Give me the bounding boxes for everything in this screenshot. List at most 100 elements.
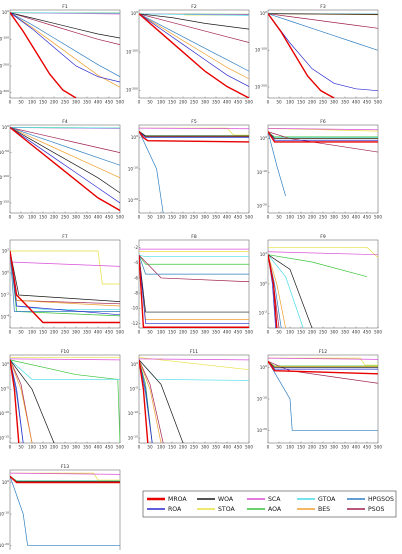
x-tick-label: 100 <box>286 330 294 335</box>
x-tick-label: 200 <box>179 100 187 105</box>
x-tick-label: 450 <box>234 100 242 105</box>
x-tick-label: 500 <box>116 215 124 220</box>
x-tick-label: 100 <box>286 100 294 105</box>
y-tick-label: 10-20 <box>257 427 267 433</box>
chart-title: F6 <box>320 119 326 125</box>
y-tick-label: 10-20 <box>0 542 9 548</box>
y-tick-label: 100 <box>131 134 138 140</box>
legend-label-hpgsos: HPGSOS <box>368 496 394 503</box>
y-tick-label: 10-20 <box>128 197 138 203</box>
legend-label-psos: PSOS <box>368 506 385 513</box>
y-tick-label: 10-200 <box>126 87 138 93</box>
x-tick-label: 250 <box>61 445 69 450</box>
y-tick-label: -4 <box>134 260 139 265</box>
x-tick-label: 300 <box>72 445 80 450</box>
y-tick-label: -8 <box>134 291 139 296</box>
y-tick-label: 10-100 <box>0 36 9 42</box>
x-tick-label: 150 <box>168 215 176 220</box>
x-tick-label: 200 <box>308 215 316 220</box>
x-tick-label: 450 <box>363 100 371 105</box>
x-tick-label: 0 <box>9 100 12 105</box>
y-tick-label: 10-300 <box>0 89 9 95</box>
y-tick-label: 10-100 <box>255 47 267 53</box>
x-tick-label: 250 <box>319 445 327 450</box>
chart-title: F3 <box>320 4 326 10</box>
y-tick-label: -12 <box>131 321 138 326</box>
chart-title: F10 <box>61 349 69 355</box>
y-tick-label: 100 <box>131 10 138 16</box>
x-tick-label: 500 <box>245 445 253 450</box>
x-tick-label: 200 <box>50 445 58 450</box>
x-tick-label: 350 <box>341 330 349 335</box>
plot-area <box>139 240 249 328</box>
x-tick-label: 150 <box>39 100 47 105</box>
x-tick-label: 50 <box>18 330 24 335</box>
x-tick-label: 450 <box>105 445 113 450</box>
x-tick-label: 300 <box>201 445 209 450</box>
legend-label-sca: SCA <box>268 496 281 503</box>
y-tick-label: 102 <box>260 251 267 257</box>
x-tick-label: 250 <box>190 445 198 450</box>
legend-label-stoa: STOA <box>218 506 235 513</box>
chart-title: F12 <box>319 349 327 355</box>
y-tick-label: 100 <box>2 361 9 367</box>
x-tick-label: 200 <box>50 100 58 105</box>
x-tick-label: 100 <box>286 215 294 220</box>
chart-title: F4 <box>62 119 68 125</box>
legend-label-roa: ROA <box>168 506 182 513</box>
y-tick-label: 10-4 <box>1 313 9 319</box>
x-tick-label: 300 <box>330 445 338 450</box>
chart-title: F7 <box>62 234 68 240</box>
plot-area <box>268 10 378 98</box>
x-tick-label: 450 <box>105 215 113 220</box>
x-tick-label: 200 <box>308 100 316 105</box>
x-tick-label: 250 <box>190 215 198 220</box>
x-tick-label: 350 <box>83 330 91 335</box>
x-tick-label: 300 <box>201 100 209 105</box>
y-tick-label: 10-2 <box>1 291 9 297</box>
x-tick-label: 250 <box>319 215 327 220</box>
x-tick-label: 400 <box>94 445 102 450</box>
x-tick-label: 100 <box>286 445 294 450</box>
x-tick-label: 100 <box>157 445 165 450</box>
x-tick-label: 500 <box>374 100 382 105</box>
x-tick-label: 300 <box>330 330 338 335</box>
chart-title: F13 <box>61 464 69 470</box>
plot-area <box>139 125 249 213</box>
y-tick-label: 100 <box>131 361 138 367</box>
x-tick-label: 50 <box>147 100 153 105</box>
x-tick-label: 150 <box>168 330 176 335</box>
x-tick-label: 0 <box>267 445 270 450</box>
x-tick-label: 450 <box>234 330 242 335</box>
x-tick-label: 100 <box>157 330 165 335</box>
x-tick-label: 250 <box>61 100 69 105</box>
x-tick-label: 150 <box>297 445 305 450</box>
x-tick-label: 400 <box>223 445 231 450</box>
chart-f1: F105010015020025030035040045050010010-10… <box>0 4 124 105</box>
x-tick-label: 300 <box>330 215 338 220</box>
x-tick-label: 250 <box>319 330 327 335</box>
x-tick-label: 400 <box>352 100 360 105</box>
y-tick-label: 10-10 <box>257 169 267 175</box>
chart-title: F5 <box>191 119 197 125</box>
x-tick-label: 50 <box>18 445 24 450</box>
x-tick-label: 150 <box>39 330 47 335</box>
chart-f13: F1305010015020025030035040045050010010-1… <box>0 464 124 550</box>
x-tick-label: 350 <box>83 215 91 220</box>
x-tick-label: 150 <box>39 215 47 220</box>
chart-title: F2 <box>191 4 197 10</box>
x-tick-label: 400 <box>94 330 102 335</box>
y-tick-label: 100 <box>2 269 9 275</box>
x-tick-label: 400 <box>352 215 360 220</box>
y-tick-label: 100 <box>2 9 9 15</box>
x-tick-label: 500 <box>374 215 382 220</box>
x-tick-label: 50 <box>276 330 282 335</box>
